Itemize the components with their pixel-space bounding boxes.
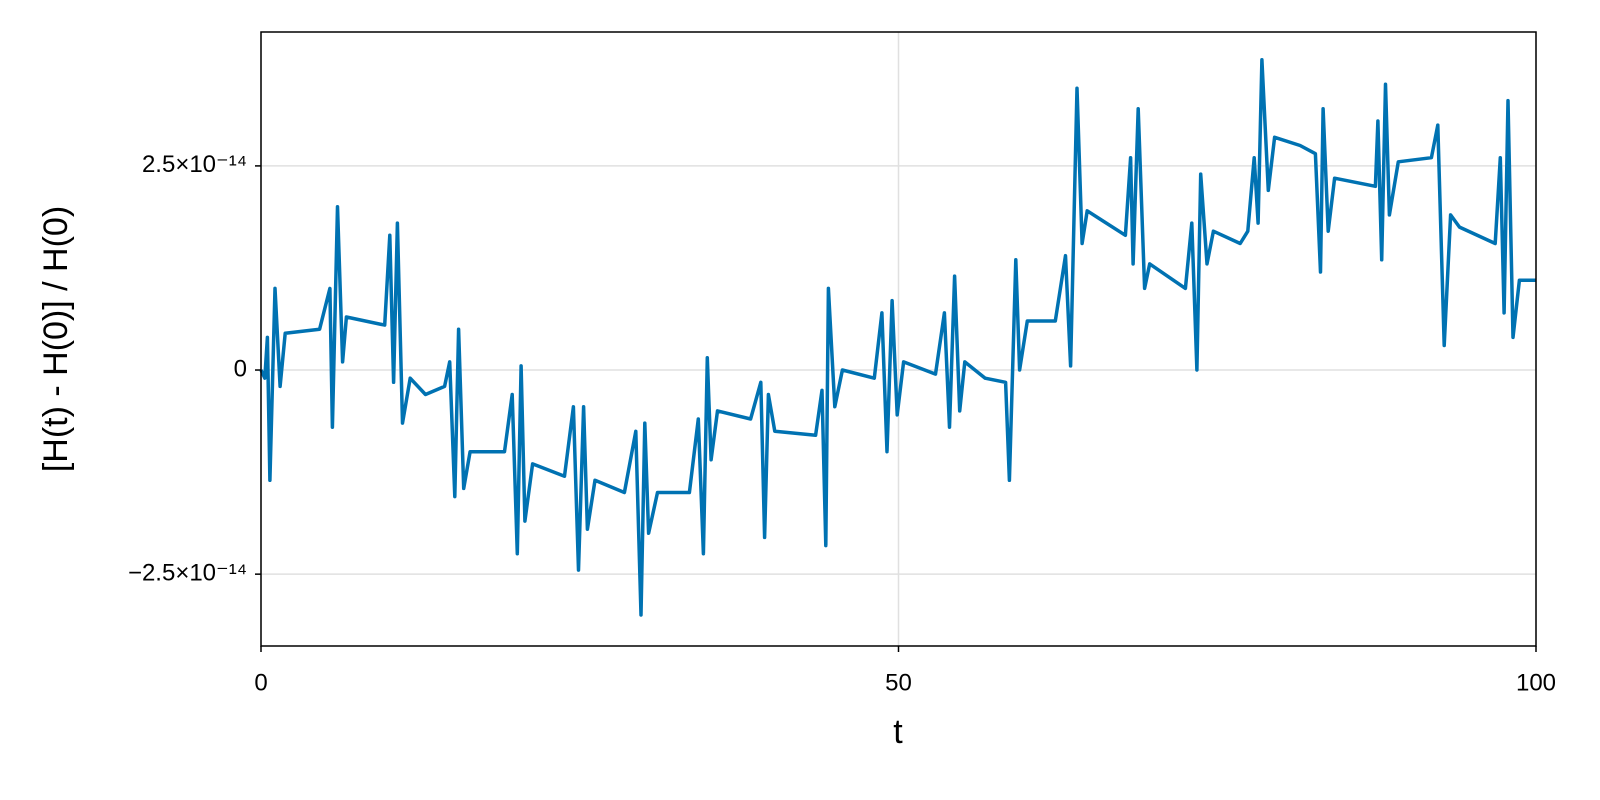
y-axis-label: [H(t) - H(0)] / H(0) <box>37 206 75 472</box>
x-tick-label: 50 <box>885 669 912 696</box>
plot-frame <box>260 31 1537 647</box>
x-tick-label: 0 <box>254 669 267 696</box>
y-tick-label: −2.5×10⁻¹⁴ <box>128 559 247 586</box>
x-axis-label: t <box>893 713 903 751</box>
x-tick-label: 100 <box>1516 669 1556 696</box>
y-tick-label: 0 <box>234 355 247 382</box>
y-tick-label: 2.5×10⁻¹⁴ <box>142 151 247 178</box>
series-line <box>259 58 1536 617</box>
